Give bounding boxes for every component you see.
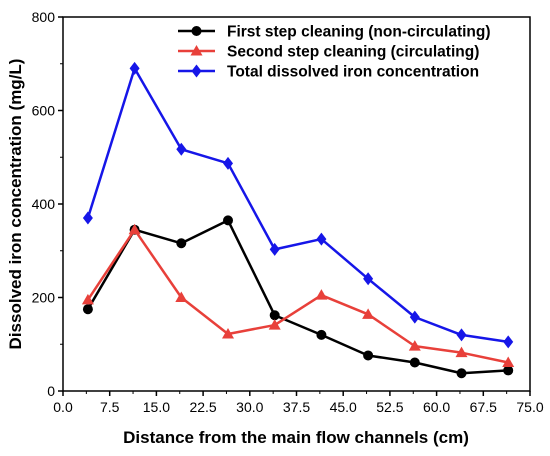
- x-tick-label: 75.0: [516, 399, 543, 415]
- data-point: [128, 223, 141, 235]
- data-point: [456, 368, 467, 379]
- data-point: [362, 308, 375, 319]
- y-tick-label: 200: [32, 290, 56, 306]
- x-tick-label: 0.0: [53, 399, 73, 415]
- data-point: [223, 156, 234, 170]
- x-tick-label: 22.5: [189, 399, 216, 415]
- legend-label: First step cleaning (non-circulating): [227, 24, 491, 41]
- data-point: [316, 232, 327, 246]
- data-point: [269, 310, 280, 321]
- y-tick-label: 600: [32, 103, 56, 119]
- data-point: [408, 340, 421, 351]
- legend-marker: [191, 64, 202, 78]
- y-tick-label: 400: [32, 196, 56, 212]
- x-axis-title: Distance from the main flow channels (cm…: [123, 428, 469, 447]
- data-point: [502, 356, 515, 367]
- data-point: [503, 365, 514, 376]
- legend-label: Second step cleaning (circulating): [227, 44, 479, 61]
- data-point: [363, 350, 374, 361]
- data-point: [81, 293, 94, 305]
- data-point: [222, 327, 235, 339]
- y-axis-title: Dissolved iron concentration (mg/L): [6, 59, 25, 350]
- data-point: [363, 272, 374, 286]
- series-layer: [81, 61, 515, 379]
- y-tick-label: 0: [47, 383, 55, 399]
- data-point: [409, 357, 420, 368]
- data-point: [316, 329, 327, 340]
- x-tick-label: 7.5: [100, 399, 120, 415]
- legend-entry: Total dissolved iron concentration: [178, 64, 479, 81]
- legend-entry: First step cleaning (non-circulating): [178, 24, 491, 41]
- data-point: [455, 346, 468, 358]
- legend-marker: [191, 26, 202, 36]
- series-2: [81, 223, 515, 367]
- series-line: [86, 228, 509, 364]
- data-point: [503, 335, 514, 349]
- data-point: [456, 328, 467, 342]
- legend: First step cleaning (non-circulating) Sec…: [178, 24, 491, 81]
- legend-label: Total dissolved iron concentration: [227, 64, 479, 81]
- x-tick-label: 37.5: [283, 399, 310, 415]
- series-line: [86, 219, 509, 375]
- data-point: [269, 242, 280, 256]
- data-point: [409, 310, 420, 324]
- x-tick-label: 60.0: [423, 399, 450, 415]
- y-tick-label: 800: [32, 9, 56, 25]
- x-tick-label: 45.0: [330, 399, 357, 415]
- x-tick-label: 67.5: [470, 399, 497, 415]
- x-tick-label: 30.0: [236, 399, 263, 415]
- x-tick-label: 52.5: [376, 399, 403, 415]
- x-tick-label: 15.0: [143, 399, 170, 415]
- data-point: [315, 289, 328, 300]
- series-1: [82, 215, 514, 379]
- data-point: [129, 61, 140, 75]
- legend-marker: [190, 45, 203, 56]
- data-point: [223, 215, 234, 226]
- data-point: [175, 291, 188, 302]
- data-point: [268, 319, 281, 330]
- data-point: [176, 142, 187, 156]
- series-line: [86, 67, 509, 344]
- legend-entry: Second step cleaning (circulating): [178, 44, 479, 61]
- data-point: [82, 304, 93, 315]
- data-point: [176, 238, 187, 249]
- axis-ticks: 0.0 7.5 15.0 22.5 30.0 37.5 45.0 52.5 60.0 67.5 75…: [32, 9, 544, 415]
- data-point: [82, 211, 93, 225]
- series-3: [82, 61, 514, 349]
- plot-frame: [62, 16, 531, 392]
